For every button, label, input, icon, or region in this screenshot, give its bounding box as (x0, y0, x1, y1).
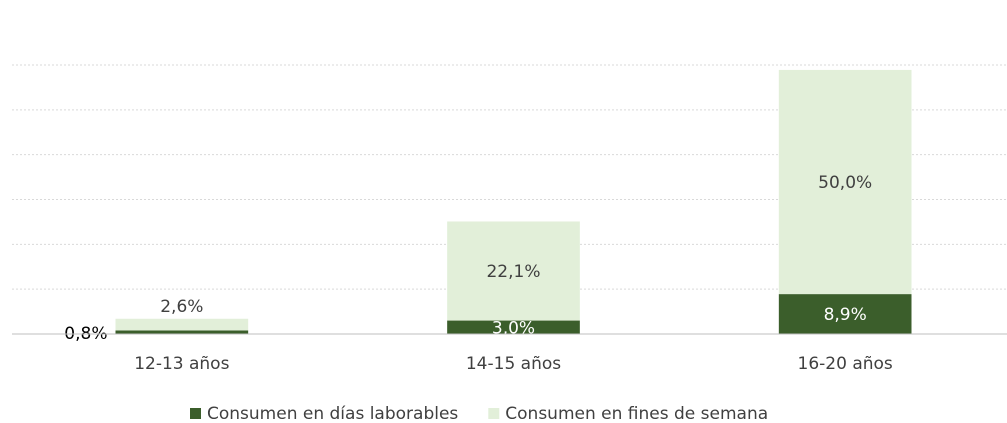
legend-label: Consumen en fines de semana (505, 404, 768, 423)
data-label: 2,6% (160, 297, 203, 317)
data-label: 50,0% (818, 173, 872, 193)
bar-segment (115, 318, 249, 331)
legend-swatch (190, 408, 201, 419)
bar-segment (778, 294, 912, 334)
data-label: 8,9% (824, 305, 867, 325)
x-tick-label: 12-13 años (134, 354, 229, 374)
x-tick-label: 16-20 años (798, 354, 893, 374)
data-label: 22,1% (486, 262, 540, 282)
legend-swatch (488, 408, 500, 419)
data-label: 3,0% (492, 318, 535, 338)
bar-segment (115, 330, 249, 334)
legend-label: Consumen en días laborables (207, 404, 458, 423)
bar-segment (447, 221, 580, 321)
x-tick-label: 14-15 años (466, 354, 561, 374)
bar-segment (447, 320, 580, 334)
bar-segment (778, 69, 912, 295)
